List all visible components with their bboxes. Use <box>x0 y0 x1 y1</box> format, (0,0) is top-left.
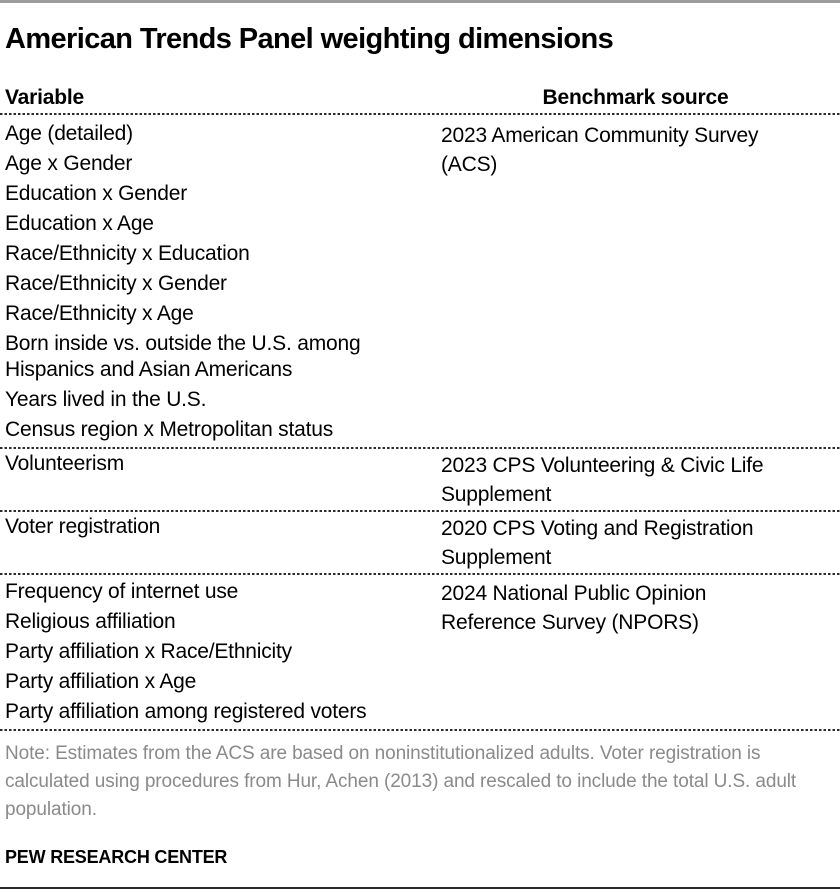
variable-cell: Volunteerism <box>5 452 124 475</box>
section-separator-rule <box>0 510 840 512</box>
column-header-benchmark-source: Benchmark source <box>542 86 729 109</box>
variable-cell: Voter registration <box>5 515 161 538</box>
variable-cell: Age x Gender <box>5 152 133 175</box>
pew-research-center-branding: PEW RESEARCH CENTER <box>5 847 228 867</box>
table-section: Frequency of internet use Religious affil… <box>0 575 840 729</box>
variable-cell: Census region x Metropolitan status <box>5 418 334 441</box>
variable-cell: Party affiliation x Race/Ethnicity <box>5 640 292 663</box>
header-separator-rule <box>0 113 840 115</box>
variable-cell: Born inside vs. outside the U.S. among H… <box>5 332 361 381</box>
table-section: Voter registration 2020 CPS Voting and Re… <box>0 512 840 573</box>
column-header-variable: Variable <box>5 86 84 109</box>
figure-title: American Trends Panel weighting dimensio… <box>5 23 614 55</box>
top-rule <box>0 0 840 3</box>
variable-list: Age (detailed) Age x Gender Education x Ge… <box>0 121 441 443</box>
variable-cell: Education x Age <box>5 212 154 235</box>
table-section: Volunteerism 2023 CPS Volunteering & Civi… <box>0 449 840 510</box>
variable-list: Frequency of internet use Religious affil… <box>0 579 441 725</box>
table-header-row: Variable Benchmark source <box>0 85 840 113</box>
figure-note: Note: Estimates from the ACS are based o… <box>5 743 797 820</box>
variable-cell: Race/Ethnicity x Education <box>5 242 250 265</box>
benchmark-source-cell: 2020 CPS Voting and Registration Supplem… <box>441 517 754 569</box>
variable-cell: Religious affiliation <box>5 610 176 633</box>
benchmark-source-cell: 2023 CPS Volunteering & Civic Life Suppl… <box>441 454 764 506</box>
variable-cell: Party affiliation among registered voter… <box>5 700 367 723</box>
section-separator-rule <box>0 729 840 731</box>
variable-cell: Education x Gender <box>5 182 188 205</box>
variable-cell: Age (detailed) <box>5 122 133 145</box>
table-section: Age (detailed) Age x Gender Education x Ge… <box>0 115 840 447</box>
table-body: Age (detailed) Age x Gender Education x Ge… <box>0 115 840 731</box>
benchmark-source-cell: 2024 National Public Opinion Reference S… <box>441 582 707 634</box>
section-separator-rule <box>0 573 840 575</box>
bottom-rule <box>0 887 840 889</box>
variable-cell: Party affiliation x Age <box>5 670 197 693</box>
variable-list: Volunteerism <box>0 451 441 509</box>
variable-cell: Years lived in the U.S. <box>5 388 207 411</box>
variable-cell: Race/Ethnicity x Age <box>5 302 194 325</box>
benchmark-source-cell: 2023 American Community Survey (ACS) <box>441 124 759 176</box>
variable-cell: Race/Ethnicity x Gender <box>5 272 227 295</box>
variable-cell: Frequency of internet use <box>5 580 239 603</box>
section-separator-rule <box>0 447 840 449</box>
variable-list: Voter registration <box>0 514 441 572</box>
